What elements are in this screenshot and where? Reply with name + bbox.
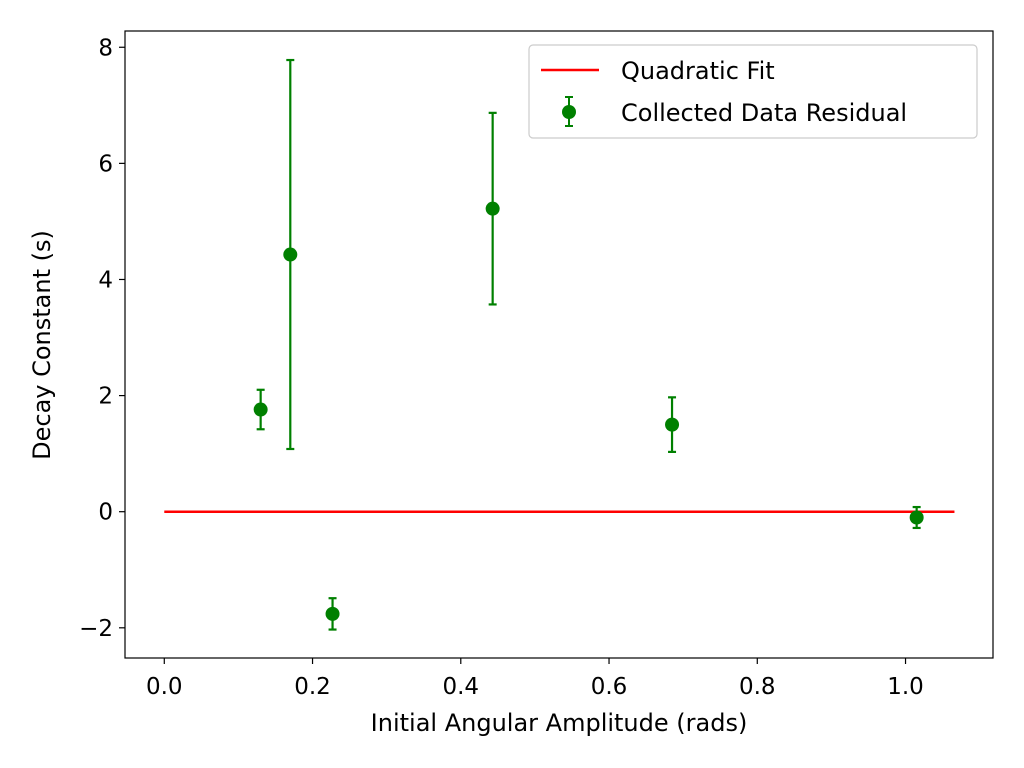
- y-tick-label: 4: [98, 267, 113, 293]
- y-axis-label: Decay Constant (s): [28, 230, 56, 460]
- data-marker: [665, 417, 680, 432]
- plot-frame: [124, 30, 994, 659]
- y-tick-label: 8: [98, 35, 113, 61]
- y-axis: −2 0 2 4 6 8: [79, 35, 125, 642]
- data-marker: [485, 201, 500, 216]
- legend-swatch-marker: [562, 105, 576, 119]
- data-point: [485, 111, 500, 306]
- legend: Quadratic Fit Collected Data Residual: [528, 44, 978, 139]
- legend-label-collected-data-residual: Collected Data Residual: [621, 99, 907, 127]
- series-layer: [164, 58, 955, 631]
- x-tick-label: 0.2: [294, 674, 331, 700]
- x-tick-label: 0.0: [146, 674, 183, 700]
- data-point: [909, 505, 924, 530]
- data-point: [665, 396, 680, 454]
- y-tick-label: 6: [98, 151, 113, 177]
- y-tick-label: 0: [98, 500, 113, 526]
- x-tick-label: 0.4: [442, 674, 479, 700]
- y-tick-label: −2: [79, 616, 113, 642]
- data-marker: [283, 247, 298, 262]
- x-axis-label: Initial Angular Amplitude (rads): [371, 709, 748, 737]
- data-point: [253, 388, 268, 431]
- data-point: [325, 597, 340, 631]
- data-marker: [909, 510, 924, 525]
- x-tick-label: 0.8: [739, 674, 776, 700]
- data-point: [283, 58, 298, 451]
- x-axis: 0.0 0.2 0.4 0.6 0.8 1.0: [146, 658, 924, 700]
- legend-box: [528, 44, 978, 139]
- x-tick-label: 1.0: [887, 674, 924, 700]
- y-tick-label: 2: [98, 384, 113, 410]
- data-marker: [325, 606, 340, 621]
- data-marker: [253, 402, 268, 417]
- legend-label-quadratic-fit: Quadratic Fit: [621, 57, 775, 85]
- x-tick-label: 0.6: [591, 674, 628, 700]
